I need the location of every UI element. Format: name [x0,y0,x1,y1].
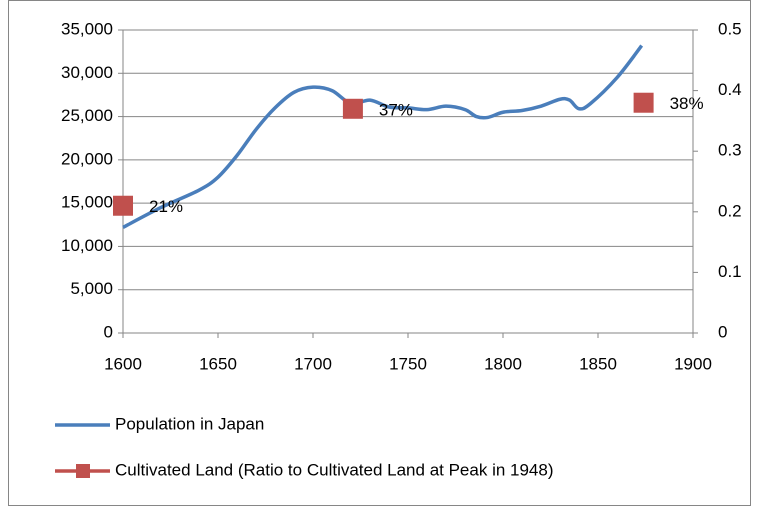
chart-border [8,0,751,506]
y-tick-label: 15,000 [61,193,113,212]
data-label: 21% [149,197,183,216]
x-tick-label: 1650 [199,354,237,373]
x-tick-label: 1700 [294,354,332,373]
marker [342,98,363,119]
marker [633,92,654,113]
x-tick-label: 1600 [104,354,142,373]
data-label: 38% [670,94,704,113]
y-tick-label: 35,000 [61,19,113,38]
legend-label: Cultivated Land (Ratio to Cultivated Lan… [115,460,554,479]
x-tick-label: 1900 [674,354,712,373]
y-tick-label: 20,000 [61,149,113,168]
data-label: 37% [379,100,413,119]
y2-tick-label: 0 [718,322,727,341]
legend-marker [76,464,90,478]
y2-tick-label: 0.4 [718,80,742,99]
y-tick-label: 0 [104,322,113,341]
y-tick-label: 25,000 [61,106,113,125]
marker [113,195,133,216]
y-tick-label: 30,000 [61,63,113,82]
x-tick-label: 1750 [389,354,427,373]
y2-tick-label: 0.3 [718,141,742,160]
y2-tick-label: 0.5 [718,19,742,38]
legend-label: Population in Japan [115,414,264,433]
x-tick-label: 1850 [579,354,617,373]
population-line [122,44,644,229]
y-tick-label: 10,000 [61,236,113,255]
y2-tick-label: 0.1 [718,262,742,281]
x-tick-label: 1800 [484,354,522,373]
y-tick-label: 5,000 [70,279,113,298]
y2-tick-label: 0.2 [718,201,742,220]
